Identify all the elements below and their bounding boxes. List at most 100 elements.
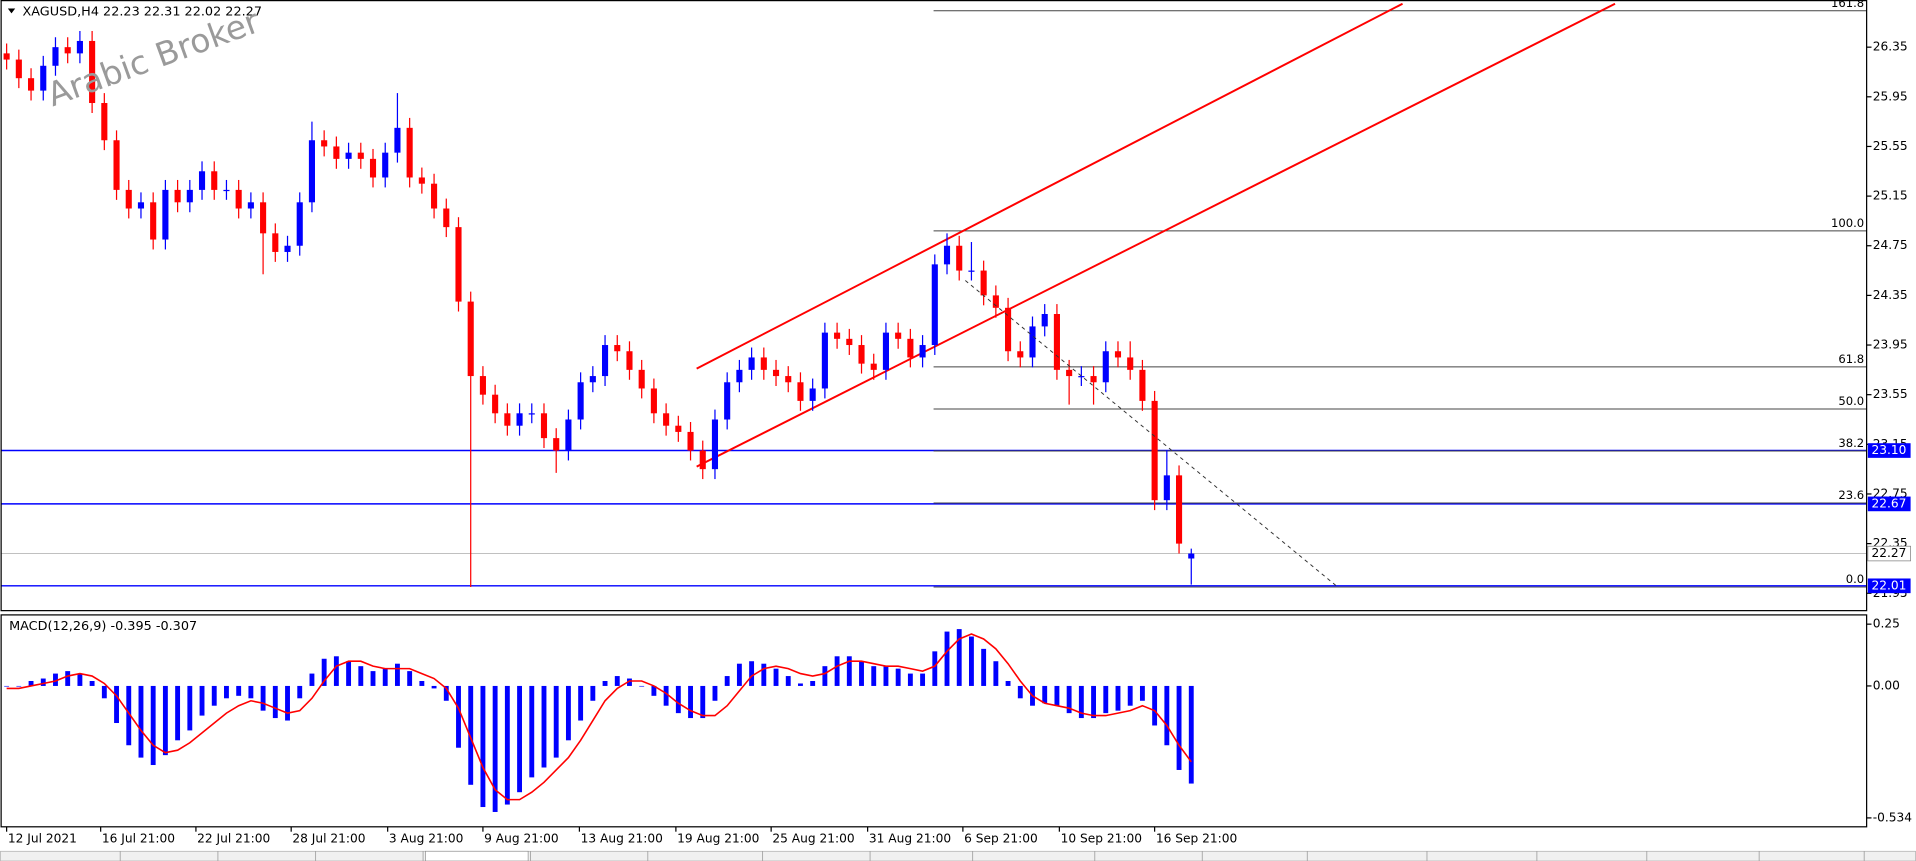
macd-bar bbox=[28, 680, 34, 686]
candle-body bbox=[968, 270, 975, 272]
macd-bar bbox=[639, 685, 645, 687]
macd-bar bbox=[883, 666, 889, 686]
macd-bar bbox=[1078, 685, 1084, 719]
macd-bar bbox=[4, 685, 10, 687]
candle-body bbox=[919, 345, 926, 358]
candle-body bbox=[113, 140, 120, 190]
macd-bar bbox=[187, 685, 193, 731]
candle-body bbox=[748, 357, 755, 370]
macd-bar bbox=[53, 673, 58, 686]
macd-bar bbox=[1176, 685, 1182, 770]
macd-bar bbox=[944, 631, 950, 686]
active-tab[interactable] bbox=[425, 850, 529, 861]
candle-body bbox=[1151, 400, 1158, 501]
macd-bar bbox=[199, 685, 205, 716]
macd-bar bbox=[663, 685, 669, 706]
macd-bar bbox=[211, 685, 217, 706]
y-tick-label: 25.95 bbox=[1873, 89, 1908, 103]
macd-bar bbox=[1115, 685, 1121, 711]
macd-bar bbox=[871, 666, 877, 686]
macd-bar bbox=[932, 651, 938, 686]
level-label: 23.10 bbox=[1872, 443, 1907, 457]
fib-label: 50.0 bbox=[1838, 394, 1864, 408]
macd-bar bbox=[407, 671, 413, 686]
macd-bar bbox=[981, 648, 987, 686]
fib-label: 161.8 bbox=[1831, 0, 1864, 10]
tab-separators[interactable] bbox=[119, 851, 1865, 861]
candle-body bbox=[52, 47, 59, 66]
candle-body bbox=[736, 369, 743, 383]
level-label: 22.01 bbox=[1872, 578, 1907, 592]
x-tick-label: 31 Aug 21:00 bbox=[869, 832, 951, 846]
macd-y-tick-label: 0.25 bbox=[1873, 617, 1900, 631]
candle-body bbox=[943, 245, 951, 265]
macd-bar bbox=[224, 685, 229, 699]
candle-body bbox=[797, 382, 804, 401]
candle-body bbox=[284, 245, 291, 252]
candle-body bbox=[260, 202, 267, 234]
candle-body bbox=[772, 369, 780, 377]
macd-bar bbox=[65, 671, 71, 686]
macd-bar bbox=[846, 656, 852, 686]
candle-body bbox=[333, 146, 340, 159]
candle-body bbox=[601, 345, 609, 377]
x-tick-label: 25 Aug 21:00 bbox=[772, 832, 854, 846]
macd-bar bbox=[260, 685, 266, 711]
macd-bar bbox=[358, 666, 364, 686]
candle-body bbox=[553, 438, 560, 451]
macd-bar bbox=[1091, 685, 1097, 719]
candle-body bbox=[1090, 376, 1097, 383]
macd-bar bbox=[456, 685, 461, 748]
fib-label: 38.2 bbox=[1838, 436, 1864, 450]
macd-bar bbox=[736, 663, 742, 686]
macd-bar bbox=[1164, 685, 1170, 746]
candle-body bbox=[882, 332, 889, 370]
menu-arrow[interactable] bbox=[7, 8, 16, 14]
y-tick-label: 23.55 bbox=[1873, 387, 1908, 401]
candle-body bbox=[1102, 351, 1109, 383]
x-tick-label: 6 Sep 21:00 bbox=[964, 832, 1038, 846]
y-tick-label: 25.15 bbox=[1873, 189, 1908, 203]
candle-body bbox=[1029, 326, 1036, 358]
macd-bar bbox=[1042, 685, 1048, 704]
candle-body bbox=[1053, 314, 1060, 370]
candle-body bbox=[223, 189, 230, 192]
macd-bar bbox=[40, 678, 46, 686]
macd-bar bbox=[859, 661, 864, 686]
candle-body bbox=[1066, 369, 1073, 377]
candle-body bbox=[626, 351, 633, 370]
macd-bar bbox=[248, 685, 254, 699]
macd-bar bbox=[175, 685, 181, 741]
candle-body bbox=[308, 140, 315, 203]
macd-bar bbox=[1054, 685, 1060, 706]
candle-body bbox=[589, 376, 596, 383]
level-label-box bbox=[1867, 496, 1911, 512]
macd-bar bbox=[480, 685, 486, 808]
candle-body bbox=[540, 413, 548, 439]
macd-bar bbox=[675, 685, 681, 714]
candle-body bbox=[247, 202, 254, 209]
macd-bar bbox=[785, 676, 791, 686]
macd-bar bbox=[907, 673, 913, 686]
macd-bar bbox=[272, 685, 278, 719]
candle-body bbox=[27, 78, 35, 91]
x-tick-label: 22 Jul 21:00 bbox=[197, 832, 270, 846]
macd-bar bbox=[993, 661, 999, 686]
main-frame bbox=[0, 0, 1868, 612]
macd-bar bbox=[724, 676, 730, 686]
level-label-box bbox=[1867, 578, 1911, 594]
candle-body bbox=[1188, 553, 1195, 559]
candle-body bbox=[577, 382, 584, 420]
candle-body bbox=[137, 202, 145, 209]
candle-body bbox=[724, 382, 731, 420]
macd-bar bbox=[688, 685, 693, 719]
candle-body bbox=[479, 376, 486, 395]
candle-body bbox=[980, 270, 987, 296]
macd-bar bbox=[346, 661, 352, 686]
candle-body bbox=[504, 413, 511, 426]
macd-bar bbox=[382, 668, 388, 686]
macd-bar bbox=[468, 685, 474, 785]
candle-body bbox=[174, 189, 181, 203]
candle-body bbox=[418, 177, 425, 184]
